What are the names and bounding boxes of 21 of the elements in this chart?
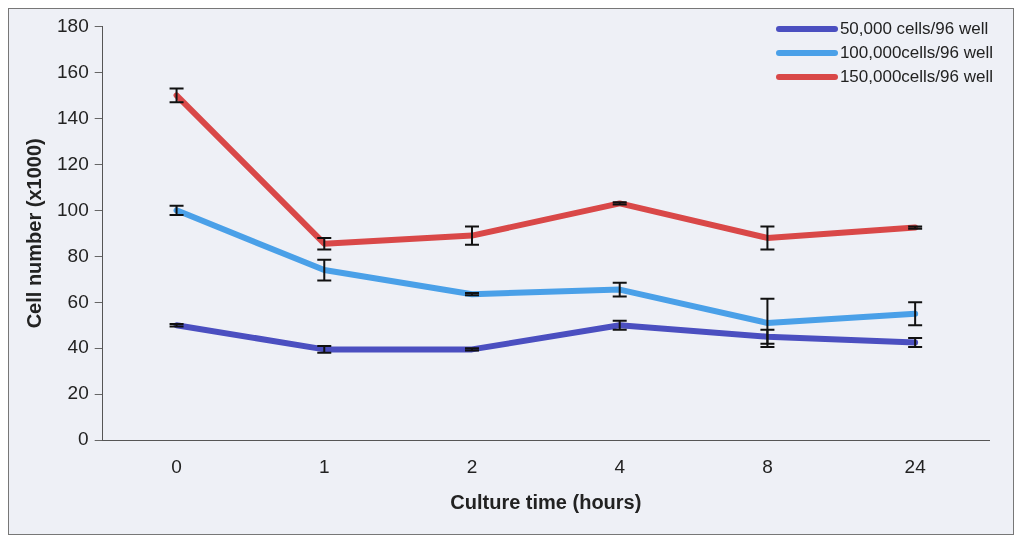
y-tick-label: 80 <box>67 244 89 266</box>
legend-label: 50,000 cells/96 well <box>839 19 989 39</box>
x-tick-label: 24 <box>904 455 927 477</box>
y-tick-label: 60 <box>67 290 89 312</box>
y-tick-label: 160 <box>57 60 89 82</box>
x-tick-label: 8 <box>762 455 773 477</box>
y-tick-label: 120 <box>57 152 89 174</box>
y-tick-label: 100 <box>57 198 89 220</box>
y-tick-label: 0 <box>78 428 89 450</box>
x-tick-label: 0 <box>171 455 182 477</box>
x-axis-title: Culture time (hours) <box>450 490 642 513</box>
y-axis-title: Cell number (x1000) <box>22 138 45 329</box>
y-tick-label: 140 <box>57 106 89 128</box>
x-tick-label: 4 <box>614 455 626 477</box>
legend-label: 150,000cells/96 well <box>839 67 993 87</box>
y-tick-label: 20 <box>67 382 89 404</box>
x-tick-label: 2 <box>466 455 478 477</box>
legend-label: 100,000cells/96 well <box>839 43 993 63</box>
y-tick-label: 40 <box>67 336 89 358</box>
x-tick-label: 1 <box>318 455 330 477</box>
y-tick-label: 180 <box>57 14 89 36</box>
